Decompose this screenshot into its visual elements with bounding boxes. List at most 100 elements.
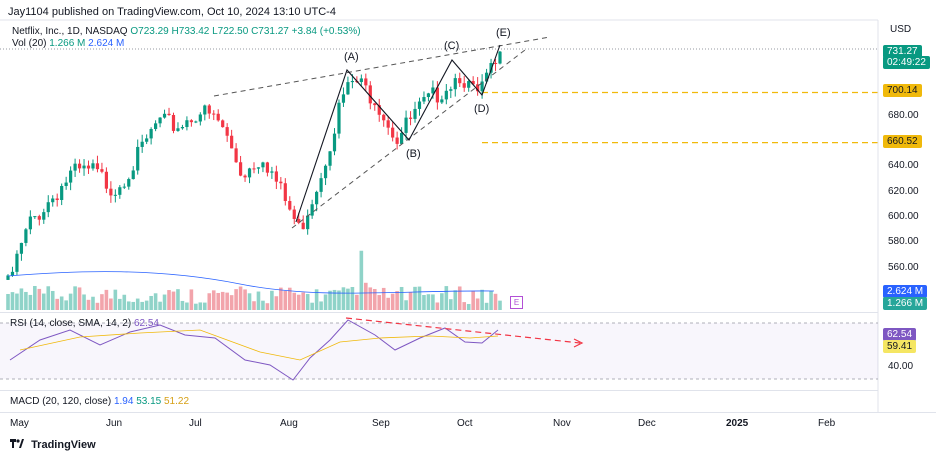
candle-body bbox=[24, 229, 28, 243]
candle-body bbox=[55, 198, 59, 200]
currency-label[interactable]: USD bbox=[890, 24, 912, 35]
x-tick-nov: Nov bbox=[553, 418, 571, 429]
volume-bar bbox=[346, 288, 350, 310]
macd-legend: MACD (20, 120, close) 1.94 53.15 51.22 bbox=[10, 396, 189, 407]
volume-bar bbox=[279, 287, 283, 310]
x-tick-2025: 2025 bbox=[726, 418, 749, 429]
volume-bar bbox=[91, 296, 95, 310]
candle-body bbox=[274, 171, 278, 182]
candle-body bbox=[471, 81, 475, 85]
volume-bar bbox=[247, 293, 252, 310]
candle-body bbox=[408, 117, 413, 119]
candle-body bbox=[458, 78, 462, 84]
volume-bar bbox=[359, 250, 364, 310]
rsi-pane bbox=[0, 317, 878, 381]
volume-bar bbox=[337, 290, 341, 310]
candle-body bbox=[194, 121, 198, 123]
volume-value-1: 1.266 M bbox=[49, 38, 86, 49]
wave-label-b: (B) bbox=[406, 148, 421, 160]
candle-body bbox=[440, 99, 444, 103]
volume-bar bbox=[422, 294, 426, 310]
level-660-tag: 660.52 bbox=[883, 135, 922, 148]
volume-bar bbox=[417, 286, 422, 310]
volume-bar bbox=[149, 295, 153, 310]
volume-bar bbox=[386, 297, 390, 310]
wave-label-e: (E) bbox=[496, 27, 511, 39]
volume-bar bbox=[449, 299, 453, 310]
candle-body bbox=[493, 62, 498, 64]
volume-bar bbox=[211, 290, 216, 310]
volume-value-2: 2.624 M bbox=[88, 38, 125, 49]
candle-body bbox=[225, 127, 229, 136]
tradingview-brand[interactable]: TradingView bbox=[10, 439, 96, 451]
volume-bar bbox=[265, 303, 270, 310]
volume-bar bbox=[270, 290, 274, 310]
volume-bar bbox=[493, 293, 498, 310]
x-tick-aug: Aug bbox=[280, 418, 298, 429]
candle-body bbox=[315, 191, 319, 205]
volume-bar bbox=[10, 292, 15, 310]
volume-bar bbox=[413, 286, 417, 310]
candle-body bbox=[306, 215, 310, 230]
candle-body bbox=[154, 123, 158, 130]
candle-body bbox=[444, 90, 448, 100]
candle-body bbox=[64, 182, 68, 186]
wave-label-d: (D) bbox=[474, 103, 490, 115]
candle-body bbox=[216, 113, 220, 121]
rsi-line bbox=[9, 319, 499, 381]
candle-body bbox=[28, 216, 32, 230]
candle-body bbox=[10, 271, 15, 276]
candle-body bbox=[149, 129, 153, 139]
price-tick-680: 680.00 bbox=[888, 110, 919, 121]
publisher-line: Jay1104 published on TradingView.com, Oc… bbox=[8, 6, 336, 18]
candle-body bbox=[91, 163, 95, 169]
candle-body bbox=[136, 146, 140, 171]
volume-bar bbox=[305, 293, 310, 310]
volume-bar bbox=[471, 290, 475, 310]
volume-ma-line bbox=[7, 271, 495, 294]
volume-bar bbox=[368, 287, 373, 310]
volume-bar bbox=[440, 293, 444, 310]
candle-body bbox=[145, 138, 149, 142]
candle-body bbox=[498, 51, 502, 64]
candle-body bbox=[69, 170, 73, 183]
volume-bar bbox=[86, 299, 91, 310]
candle-body bbox=[176, 128, 180, 131]
volume-bar bbox=[33, 286, 37, 310]
candle-body bbox=[400, 132, 404, 144]
volume-bar bbox=[180, 300, 185, 310]
x-tick-sep: Sep bbox=[372, 418, 390, 429]
volume-bar bbox=[453, 290, 458, 310]
rsi-value: 62.54 bbox=[133, 318, 159, 329]
volume-bar bbox=[261, 300, 265, 310]
candle-body bbox=[131, 170, 135, 180]
volume-bar bbox=[364, 282, 368, 310]
volume-bar bbox=[287, 287, 292, 310]
candle-body bbox=[234, 148, 238, 163]
upper-trendline bbox=[213, 36, 551, 97]
rsi-divergence-arrow bbox=[573, 338, 584, 348]
candle-body bbox=[51, 198, 55, 203]
volume-bar bbox=[328, 290, 332, 310]
volume-bar bbox=[408, 292, 413, 310]
candle-body bbox=[230, 135, 234, 149]
candle-body bbox=[212, 113, 216, 115]
volume-bar bbox=[377, 295, 382, 310]
candle-body bbox=[297, 218, 301, 223]
volume-bar bbox=[122, 294, 127, 310]
candle-body bbox=[60, 185, 64, 200]
candle-body bbox=[109, 188, 113, 196]
event-badge[interactable]: E bbox=[510, 296, 523, 309]
rsi-tag-2: 59.41 bbox=[883, 340, 917, 353]
volume-bar bbox=[301, 292, 305, 310]
candle-body bbox=[449, 89, 453, 91]
candle-body bbox=[462, 83, 466, 88]
candle-body bbox=[301, 222, 305, 230]
ohlc-low: L722.50 bbox=[212, 26, 249, 37]
brand-name: TradingView bbox=[31, 439, 96, 451]
volume-bar bbox=[135, 298, 140, 310]
candle-body bbox=[373, 103, 377, 106]
volume-bar bbox=[59, 296, 64, 310]
volume-bar bbox=[332, 289, 337, 310]
